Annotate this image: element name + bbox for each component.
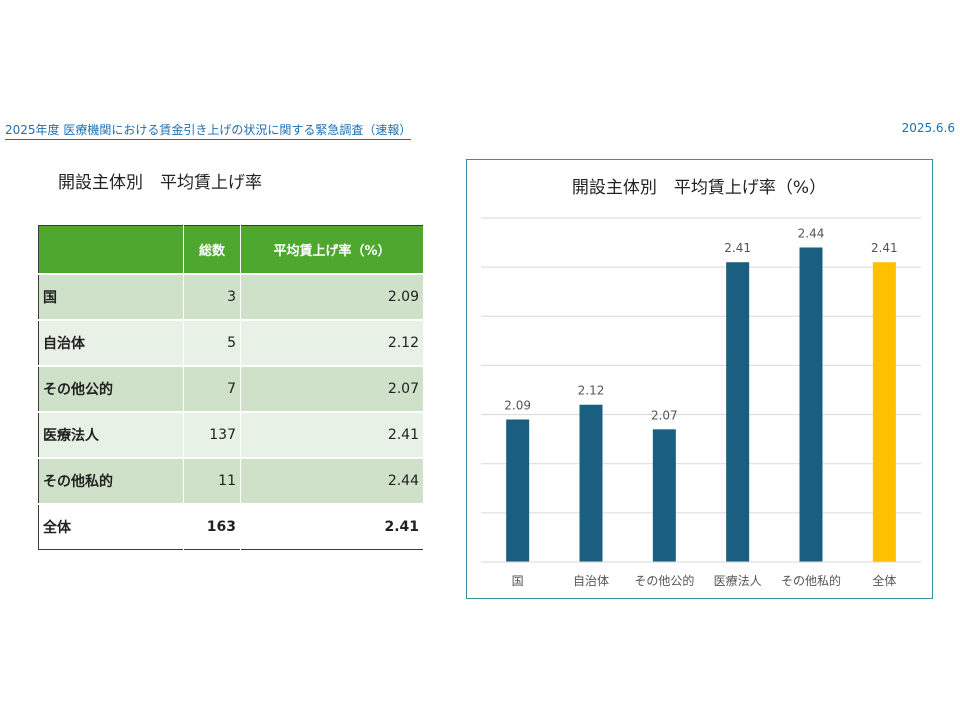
row-rate: 2.44 <box>240 458 424 505</box>
row-count: 3 <box>183 274 241 321</box>
bar-chart-svg: 開設主体別 平均賃上げ率（%） 2.09 2.12 2.07 2.41 2.44 2.41… <box>481 178 921 588</box>
bar <box>652 429 676 562</box>
bar <box>872 262 896 562</box>
data-label: 2.44 <box>798 226 825 240</box>
chart-data-labels: 2.09 2.12 2.07 2.41 2.44 2.41 <box>504 226 897 422</box>
row-count: 11 <box>183 458 241 505</box>
table-row: 自治体 5 2.12 <box>38 320 424 367</box>
table-title: 開設主体別 平均賃上げ率 <box>58 173 262 193</box>
row-count: 137 <box>183 412 241 459</box>
row-rate: 2.12 <box>240 320 424 367</box>
data-label: 2.09 <box>504 398 531 412</box>
table-row: 医療法人 137 2.41 <box>38 412 424 459</box>
bar <box>799 247 823 562</box>
row-rate: 2.09 <box>240 274 424 321</box>
row-rate: 2.41 <box>240 412 424 459</box>
data-label: 2.41 <box>871 241 898 255</box>
header-name <box>38 225 184 275</box>
row-name: 自治体 <box>38 320 184 367</box>
row-count: 5 <box>183 320 241 367</box>
data-label: 2.12 <box>578 384 605 398</box>
table-header-row: 総数 平均賃上げ率（%） <box>38 225 424 275</box>
survey-title[interactable]: 2025年度 医療機関における賃金引き上げの状況に関する緊急調査（速報） <box>5 121 412 140</box>
chart-title: 開設主体別 平均賃上げ率（%） <box>572 178 826 198</box>
row-name: 全体 <box>38 504 184 550</box>
bar <box>579 404 603 562</box>
x-tick-label: その他私的 <box>781 573 841 588</box>
table-row-total: 全体 163 2.41 <box>38 504 424 550</box>
row-name: 医療法人 <box>38 412 184 459</box>
header-count: 総数 <box>183 225 241 275</box>
chart-bars <box>506 247 896 562</box>
row-name: その他私的 <box>38 458 184 505</box>
table-row: その他私的 11 2.44 <box>38 458 424 505</box>
data-label: 2.07 <box>651 408 678 422</box>
bar-chart: 開設主体別 平均賃上げ率（%） 2.09 2.12 2.07 2.41 2.44 2.41… <box>466 159 933 599</box>
survey-date: 2025.6.6 <box>901 121 955 135</box>
row-name: その他公的 <box>38 366 184 413</box>
x-tick-label: 国 <box>512 574 524 588</box>
header-rate: 平均賃上げ率（%） <box>240 225 424 275</box>
row-rate: 2.07 <box>240 366 424 413</box>
chart-gridlines <box>481 217 921 563</box>
x-tick-label: その他公的 <box>634 573 694 588</box>
x-tick-label: 医療法人 <box>714 574 762 588</box>
row-name: 国 <box>38 274 184 321</box>
row-rate: 2.41 <box>240 504 424 550</box>
x-tick-label: 自治体 <box>573 574 609 588</box>
data-label: 2.41 <box>724 241 751 255</box>
row-count: 7 <box>183 366 241 413</box>
table-row: 国 3 2.09 <box>38 274 424 321</box>
table-row: その他公的 7 2.07 <box>38 366 424 413</box>
chart-x-axis: 国 自治体 その他公的 医療法人 その他私的 全体 <box>481 561 921 588</box>
stats-table: 総数 平均賃上げ率（%） 国 3 2.09 自治体 5 2.12 その他公的 7… <box>38 225 424 550</box>
row-count: 163 <box>183 504 241 550</box>
bar <box>726 262 750 562</box>
bar <box>506 419 530 562</box>
x-tick-label: 全体 <box>872 573 896 588</box>
